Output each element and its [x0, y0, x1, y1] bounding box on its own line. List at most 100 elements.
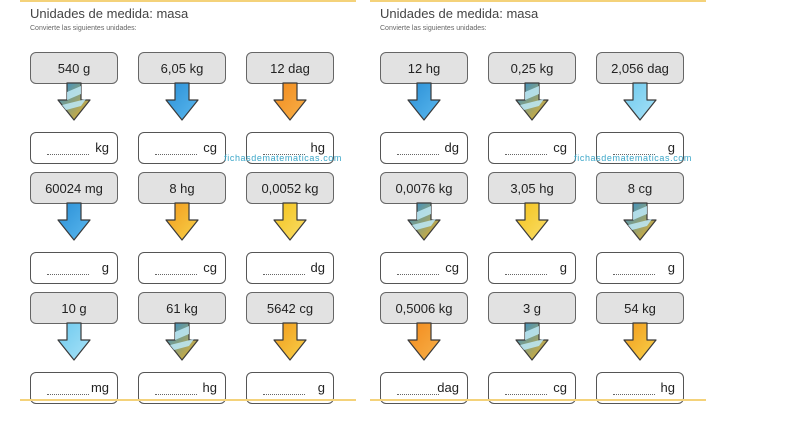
answer-box[interactable]: hg — [246, 132, 334, 164]
down-arrow-icon — [622, 322, 658, 362]
conversion-card: 8 hg cg — [138, 172, 226, 310]
target-unit: hg — [310, 140, 325, 155]
worksheet-title: Unidades de medida: masa — [30, 6, 189, 21]
down-arrow-icon — [514, 82, 550, 122]
answer-blank-line — [613, 394, 655, 395]
given-value: 61 kg — [138, 292, 226, 324]
conversion-card: 61 kg hg — [138, 292, 226, 430]
conversion-card: 3,05 hg g — [488, 172, 576, 310]
given-value: 6,05 kg — [138, 52, 226, 84]
given-value: 2,056 dag — [596, 52, 684, 84]
answer-box[interactable]: hg — [596, 372, 684, 404]
answer-blank-line — [505, 394, 547, 395]
answer-box[interactable]: g — [596, 132, 684, 164]
answer-blank-line — [155, 274, 197, 275]
answer-blank-line — [155, 154, 197, 155]
given-value: 0,5006 kg — [380, 292, 468, 324]
given-value: 0,25 kg — [488, 52, 576, 84]
down-arrow-icon — [406, 322, 442, 362]
answer-box[interactable]: kg — [30, 132, 118, 164]
conversion-card: 60024 mg g — [30, 172, 118, 310]
given-value: 54 kg — [596, 292, 684, 324]
down-arrow-icon — [406, 82, 442, 122]
conversion-card: 12 dag hg — [246, 52, 334, 190]
answer-blank-line — [47, 274, 89, 275]
answer-box[interactable]: dg — [380, 132, 468, 164]
target-unit: cg — [445, 260, 459, 275]
conversion-card: 0,0076 kg cg — [380, 172, 468, 310]
target-unit: dag — [437, 380, 459, 395]
given-value: 0,0052 kg — [246, 172, 334, 204]
conversion-card: 540 g kg — [30, 52, 118, 190]
worksheet-subtitle: Convierte las siguientes unidades: — [30, 25, 137, 32]
answer-box[interactable]: hg — [138, 372, 226, 404]
target-unit: g — [667, 260, 675, 275]
answer-box[interactable]: cg — [138, 252, 226, 284]
given-value: 8 cg — [596, 172, 684, 204]
target-unit: cg — [203, 140, 217, 155]
target-unit: g — [667, 140, 675, 155]
conversion-card: 6,05 kg cg — [138, 52, 226, 190]
given-value: 540 g — [30, 52, 118, 84]
conversion-card: 10 g mg — [30, 292, 118, 430]
bottom-rule — [20, 399, 356, 401]
answer-blank-line — [505, 274, 547, 275]
target-unit: hg — [202, 380, 217, 395]
answer-box[interactable]: cg — [488, 132, 576, 164]
top-rule — [370, 0, 706, 2]
down-arrow-icon — [272, 202, 308, 242]
given-value: 12 hg — [380, 52, 468, 84]
answer-box[interactable]: dag — [380, 372, 468, 404]
answer-box[interactable]: dg — [246, 252, 334, 284]
answer-box[interactable]: cg — [488, 372, 576, 404]
worksheet-left: Unidades de medida: masa Convierte las s… — [20, 0, 356, 404]
given-value: 5642 cg — [246, 292, 334, 324]
conversion-card: 0,0052 kg dg — [246, 172, 334, 310]
down-arrow-icon — [56, 202, 92, 242]
conversion-card: 12 hg dg — [380, 52, 468, 190]
down-arrow-icon — [272, 82, 308, 122]
conversion-card: 54 kg hg — [596, 292, 684, 430]
given-value: 3 g — [488, 292, 576, 324]
target-unit: g — [317, 380, 325, 395]
down-arrow-icon — [622, 202, 658, 242]
worksheet-right: Unidades de medida: masa Convierte las s… — [370, 0, 706, 404]
answer-box[interactable]: cg — [380, 252, 468, 284]
down-arrow-icon — [622, 82, 658, 122]
conversion-card: 0,25 kg cg — [488, 52, 576, 190]
target-unit: cg — [553, 380, 567, 395]
answer-blank-line — [397, 274, 439, 275]
target-unit: g — [101, 260, 109, 275]
answer-blank-line — [263, 274, 305, 275]
target-unit: dg — [444, 140, 459, 155]
answer-box[interactable]: g — [30, 252, 118, 284]
down-arrow-icon — [164, 322, 200, 362]
conversion-card: 8 cg g — [596, 172, 684, 310]
given-value: 12 dag — [246, 52, 334, 84]
down-arrow-icon — [272, 322, 308, 362]
given-value: 0,0076 kg — [380, 172, 468, 204]
worksheet-title: Unidades de medida: masa — [380, 6, 539, 21]
watermark: fichasdematematicas.com — [574, 153, 692, 163]
down-arrow-icon — [56, 322, 92, 362]
answer-box[interactable]: mg — [30, 372, 118, 404]
answer-box[interactable]: g — [596, 252, 684, 284]
answer-box[interactable]: cg — [138, 132, 226, 164]
answer-blank-line — [155, 394, 197, 395]
down-arrow-icon — [514, 322, 550, 362]
answer-blank-line — [47, 394, 89, 395]
answer-blank-line — [505, 154, 547, 155]
given-value: 10 g — [30, 292, 118, 324]
target-unit: g — [559, 260, 567, 275]
conversion-card: 2,056 dag g — [596, 52, 684, 190]
worksheet-subtitle: Convierte las siguientes unidades: — [380, 25, 487, 32]
answer-blank-line — [397, 154, 439, 155]
answer-box[interactable]: g — [246, 372, 334, 404]
answer-box[interactable]: g — [488, 252, 576, 284]
conversion-card: 3 g cg — [488, 292, 576, 430]
target-unit: cg — [203, 260, 217, 275]
target-unit: hg — [660, 380, 675, 395]
down-arrow-icon — [514, 202, 550, 242]
top-rule — [20, 0, 356, 2]
down-arrow-icon — [56, 82, 92, 122]
